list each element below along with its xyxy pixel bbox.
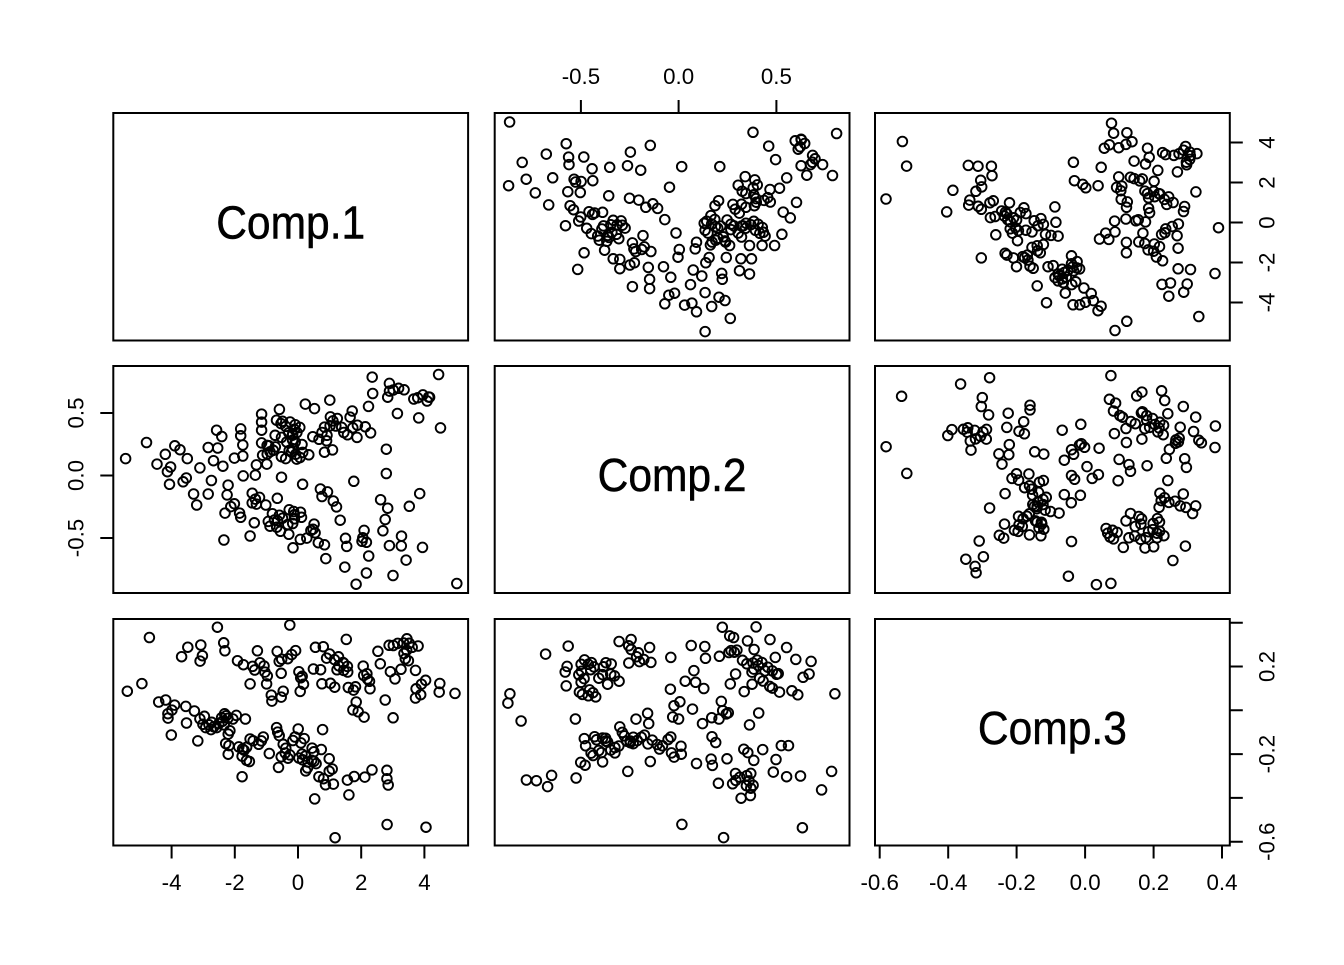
svg-text:-0.2: -0.2: [1254, 735, 1279, 773]
svg-text:-4: -4: [162, 870, 182, 895]
svg-text:2: 2: [1254, 176, 1279, 188]
svg-text:-0.6: -0.6: [1254, 822, 1279, 860]
svg-text:0.2: 0.2: [1254, 651, 1279, 682]
svg-text:Comp.1: Comp.1: [216, 196, 365, 248]
svg-text:-0.5: -0.5: [562, 64, 600, 89]
svg-text:0.4: 0.4: [1207, 870, 1238, 895]
svg-text:0.0: 0.0: [663, 64, 694, 89]
svg-text:Comp.3: Comp.3: [978, 702, 1127, 754]
svg-text:-0.6: -0.6: [860, 870, 898, 895]
svg-text:-0.4: -0.4: [929, 870, 967, 895]
svg-text:-2: -2: [1254, 253, 1279, 273]
svg-text:0.0: 0.0: [1070, 870, 1101, 895]
svg-text:-4: -4: [1254, 293, 1279, 313]
svg-text:-0.2: -0.2: [997, 870, 1035, 895]
svg-text:0.5: 0.5: [761, 64, 792, 89]
svg-text:2: 2: [355, 870, 367, 895]
svg-text:0.5: 0.5: [64, 398, 89, 429]
svg-text:0: 0: [1254, 216, 1279, 228]
svg-text:0.2: 0.2: [1138, 870, 1169, 895]
svg-text:Comp.2: Comp.2: [598, 449, 747, 501]
svg-text:-0.5: -0.5: [64, 519, 89, 557]
svg-text:0: 0: [292, 870, 304, 895]
svg-text:-2: -2: [225, 870, 245, 895]
svg-text:4: 4: [418, 870, 430, 895]
svg-text:4: 4: [1254, 136, 1279, 148]
svg-text:0.0: 0.0: [64, 460, 89, 491]
